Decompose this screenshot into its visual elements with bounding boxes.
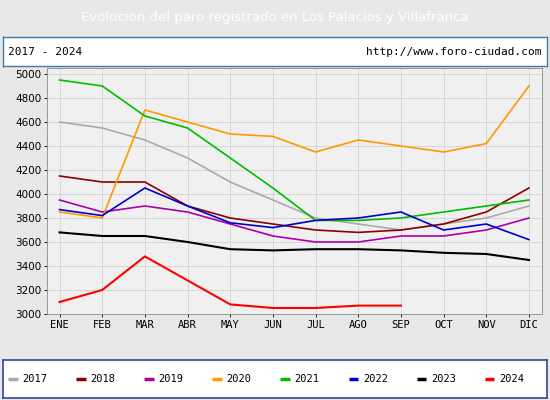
Text: 2021: 2021 (295, 374, 320, 384)
Text: 2019: 2019 (158, 374, 184, 384)
Text: Evolucion del paro registrado en Los Palacios y Villafranca: Evolucion del paro registrado en Los Pal… (81, 12, 469, 24)
Text: 2024: 2024 (499, 374, 524, 384)
Text: 2020: 2020 (227, 374, 252, 384)
Text: 2018: 2018 (91, 374, 116, 384)
Text: 2017 - 2024: 2017 - 2024 (8, 47, 82, 57)
Text: 2023: 2023 (431, 374, 456, 384)
Text: 2017: 2017 (23, 374, 47, 384)
Text: 2022: 2022 (363, 374, 388, 384)
Text: http://www.foro-ciudad.com: http://www.foro-ciudad.com (366, 47, 542, 57)
